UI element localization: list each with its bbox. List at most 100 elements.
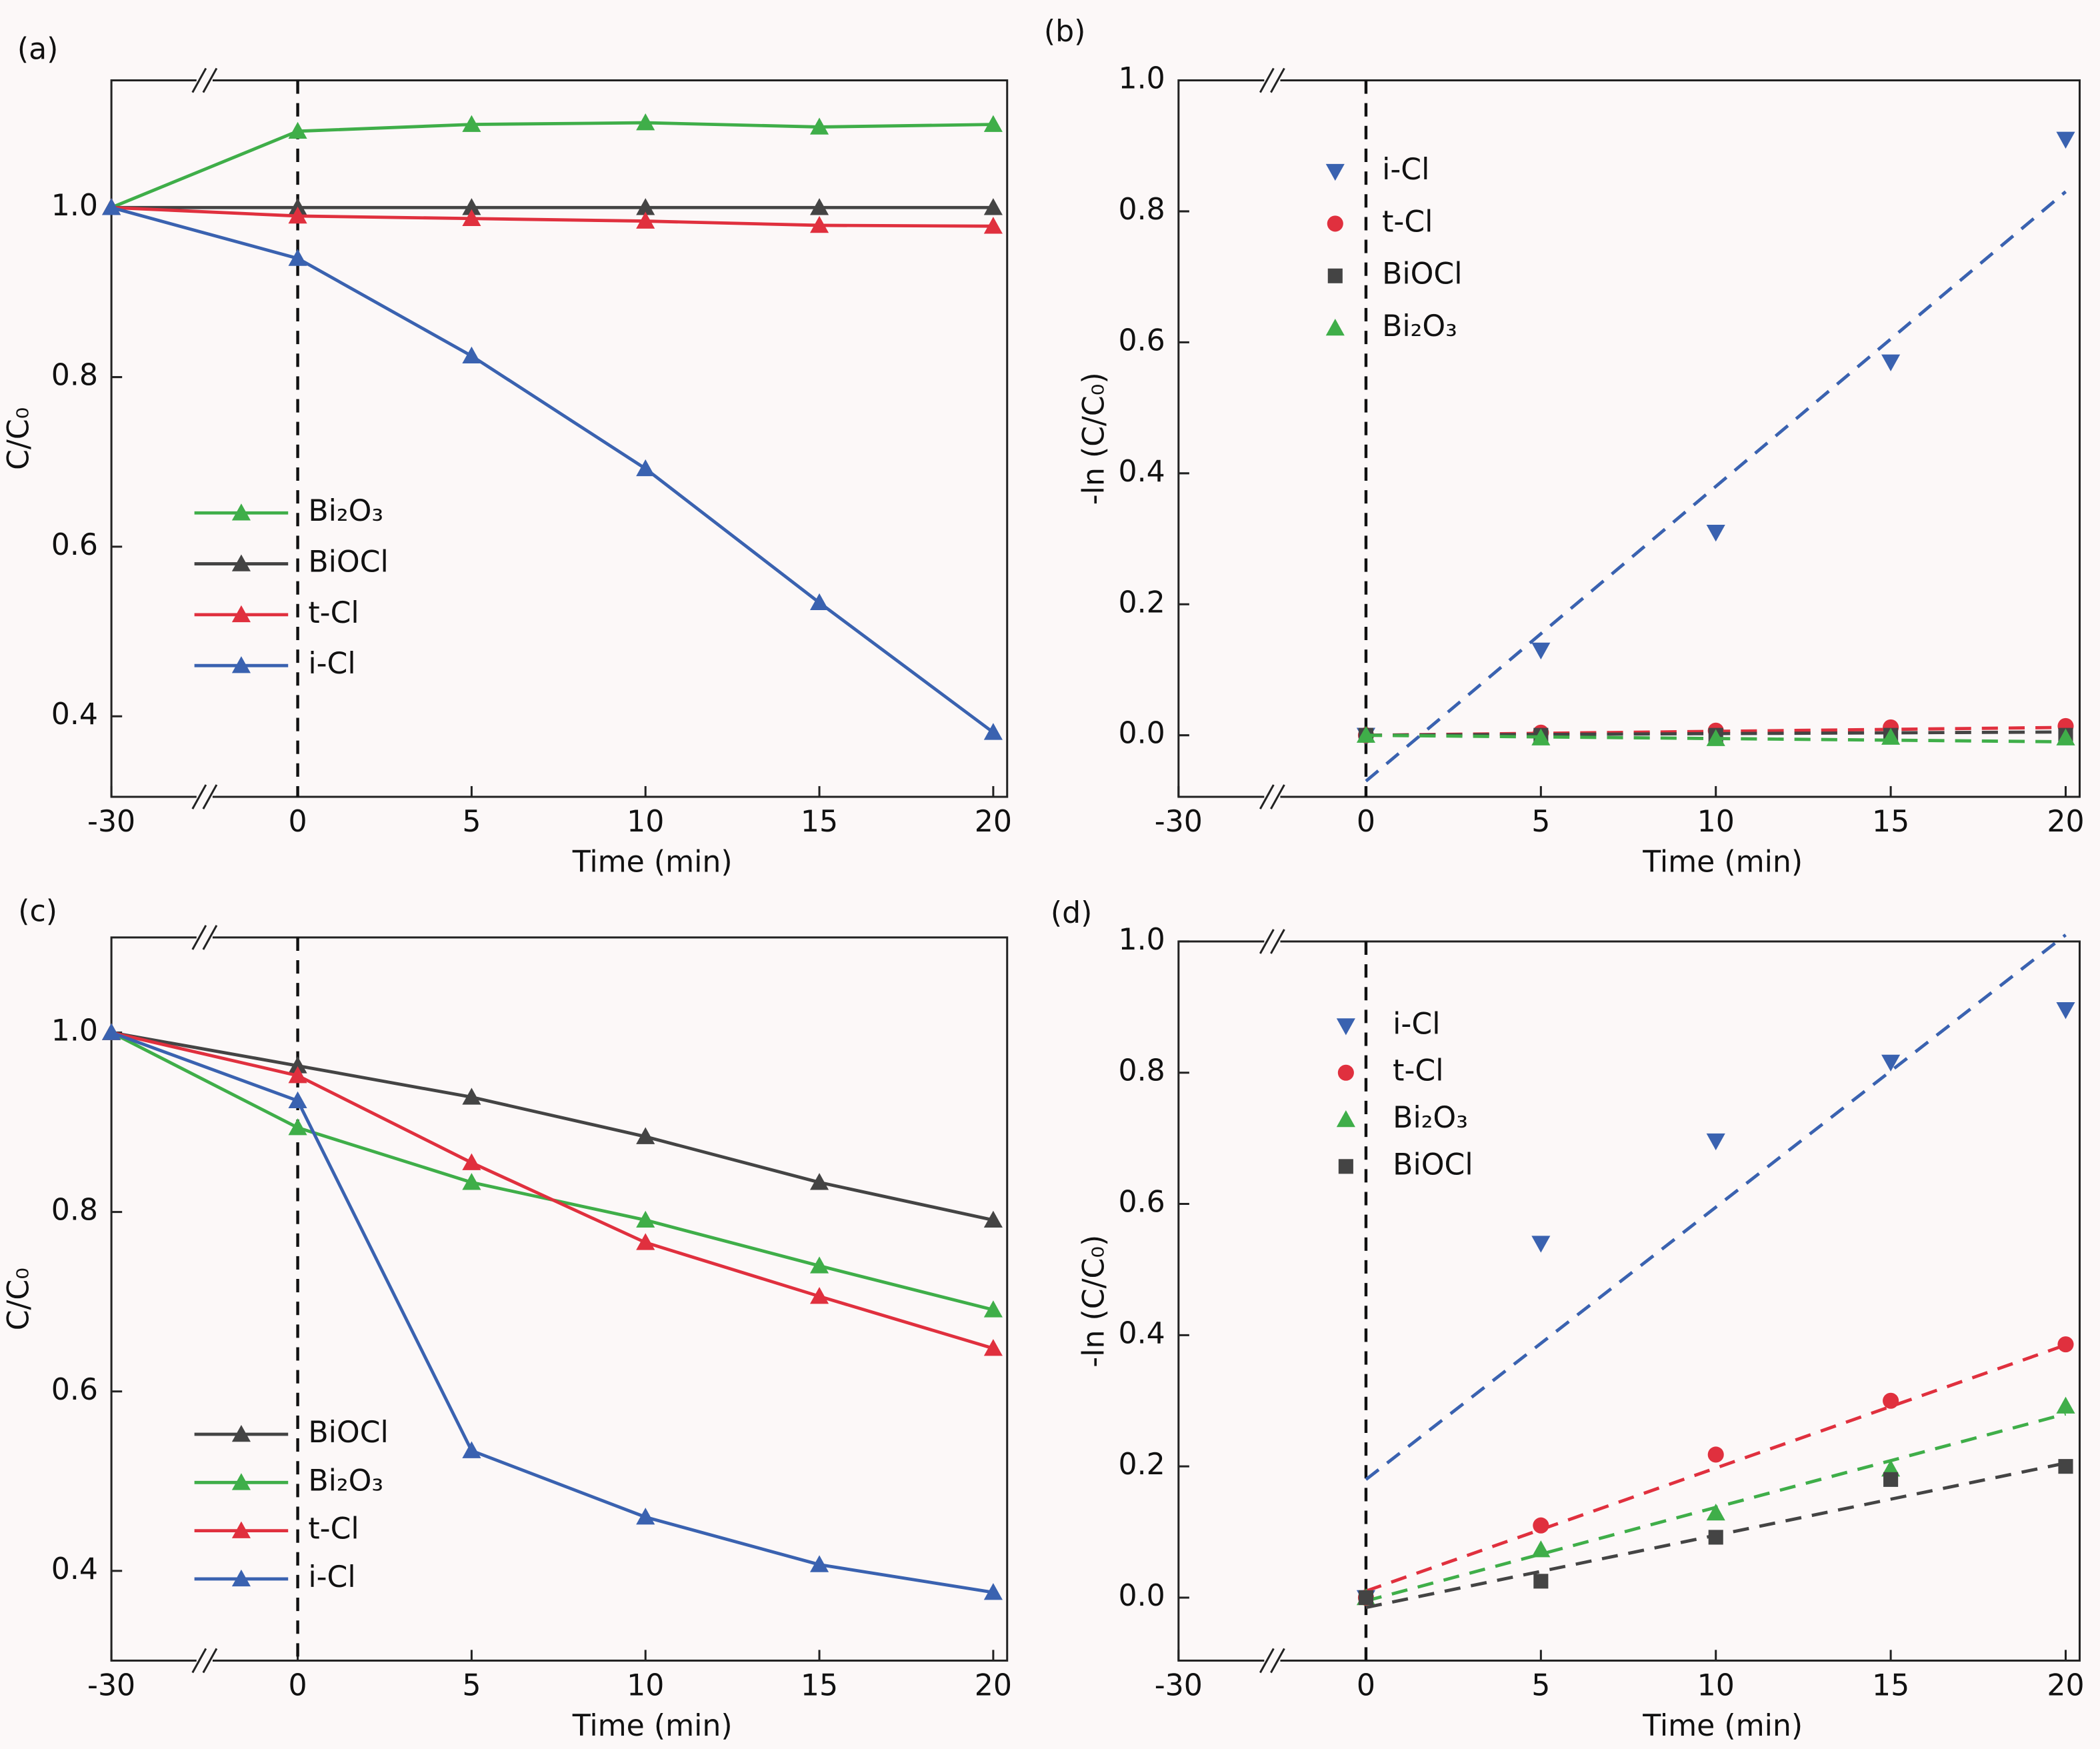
panel-label: (c) <box>18 895 57 929</box>
marker <box>2056 131 2075 149</box>
panel-label: (b) <box>1044 15 1086 49</box>
legend-label: BiOCl <box>308 1416 388 1450</box>
marker <box>288 1066 307 1084</box>
legend-label: i-Cl <box>308 647 355 681</box>
marker <box>636 1127 655 1144</box>
marker <box>288 206 307 224</box>
axis-break <box>202 784 218 809</box>
marker <box>288 249 307 266</box>
x-tick-label: 0 <box>1357 805 1375 839</box>
x-tick-label: 5 <box>462 1669 481 1703</box>
y-tick-label: 0.0 <box>1118 717 1165 751</box>
marker <box>983 1210 1003 1228</box>
y-tick-label: 1.0 <box>51 189 98 223</box>
plot-frame <box>1177 940 2081 1662</box>
axis-break <box>1259 1648 1275 1674</box>
x-tick-label: 15 <box>1872 1669 1909 1703</box>
x-tick-label: 0 <box>289 805 307 839</box>
marker <box>636 113 655 131</box>
marker <box>2056 1396 2075 1414</box>
marker <box>1531 642 1551 660</box>
x-tick-label: 20 <box>975 1669 1012 1703</box>
axis-break <box>1270 67 1285 93</box>
marker <box>1706 729 1725 746</box>
marker <box>2057 1336 2074 1353</box>
x-tick-label: -30 <box>87 1669 135 1703</box>
x-tick-label: -30 <box>1155 1669 1203 1703</box>
marker <box>636 1508 655 1525</box>
x-tick-label: 0 <box>1357 1669 1375 1703</box>
legend-marker <box>1325 163 1345 181</box>
y-tick-label: 1.0 <box>1118 62 1165 96</box>
marker <box>288 1091 307 1109</box>
marker <box>1883 1472 1899 1487</box>
marker <box>1707 1446 1724 1463</box>
marker <box>1531 728 1551 745</box>
axis-break <box>191 67 207 93</box>
marker <box>1883 1392 1899 1409</box>
marker <box>2058 1459 2073 1474</box>
marker <box>636 1210 655 1228</box>
marker <box>462 1088 481 1105</box>
legend-marker <box>1336 1018 1355 1036</box>
legend-label: t-Cl <box>308 596 359 630</box>
marker <box>102 1023 121 1040</box>
y-axis-label: C/C₀ <box>2 1268 36 1330</box>
x-tick-label: 5 <box>1531 1669 1550 1703</box>
y-tick-label: 1.0 <box>1118 923 1165 957</box>
y-tick-label: 0.6 <box>51 528 98 562</box>
axis-break <box>1270 1648 1285 1674</box>
x-tick-label: 15 <box>1872 805 1909 839</box>
marker <box>2056 728 2075 745</box>
marker <box>1708 1530 1723 1545</box>
marker <box>983 1583 1003 1600</box>
series-line <box>111 1031 994 1222</box>
legend-marker <box>231 1569 251 1587</box>
axis-break <box>1270 784 1285 809</box>
marker <box>983 217 1003 234</box>
x-tick-label: 20 <box>2047 1669 2084 1703</box>
legend-label: Bi₂O₃ <box>308 494 383 528</box>
axis-break <box>191 925 207 950</box>
marker <box>1533 1517 1549 1534</box>
y-tick-label: 0.6 <box>1118 1186 1165 1220</box>
plot-frame <box>110 79 1009 798</box>
x-tick-label: 10 <box>627 1669 664 1703</box>
legend-marker <box>231 656 251 673</box>
panel-label: (d) <box>1051 896 1093 930</box>
x-tick-label: 5 <box>462 805 481 839</box>
legend-marker <box>1327 215 1343 232</box>
marker <box>809 1287 829 1304</box>
marker <box>102 198 121 215</box>
axis-break <box>1270 929 1285 954</box>
marker <box>1531 1540 1551 1558</box>
marker <box>809 1555 829 1572</box>
marker <box>983 1300 1003 1318</box>
marker <box>636 1233 655 1250</box>
marker <box>462 1173 481 1190</box>
marker <box>636 198 655 215</box>
y-tick-label: 0.4 <box>51 697 98 731</box>
y-tick-label: 0.6 <box>1118 323 1165 357</box>
fit-line <box>1365 190 2067 783</box>
marker <box>636 211 655 229</box>
legend-label: BiOCl <box>1382 257 1462 291</box>
legend-marker <box>231 1473 251 1490</box>
marker <box>462 346 481 364</box>
legend-marker <box>1338 1159 1353 1174</box>
marker <box>288 1056 307 1074</box>
x-tick-label: 10 <box>1697 1669 1735 1703</box>
x-axis-label: Time (min) <box>572 845 733 879</box>
axis-break <box>191 784 207 809</box>
y-tick-label: 0.4 <box>1118 1316 1165 1350</box>
y-axis-label: -ln (C/C₀) <box>1077 372 1111 505</box>
marker <box>1881 1054 1901 1072</box>
x-tick-label: 10 <box>1697 805 1735 839</box>
series-line <box>111 205 995 734</box>
marker <box>983 1339 1003 1356</box>
fit-line <box>1365 1343 2067 1593</box>
marker <box>1706 524 1725 542</box>
legend-label: t-Cl <box>1382 205 1433 239</box>
y-tick-label: 0.2 <box>1118 585 1165 619</box>
